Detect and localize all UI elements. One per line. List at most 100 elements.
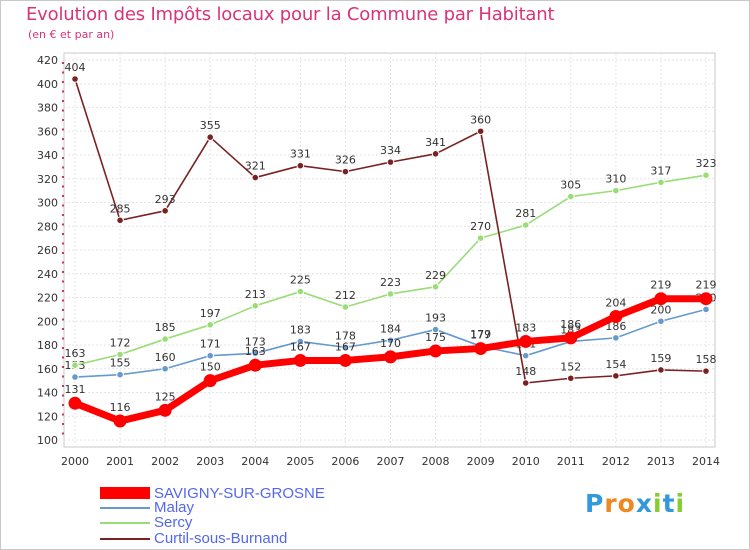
data-point [338, 353, 352, 367]
data-point [68, 396, 82, 410]
data-point [116, 350, 124, 359]
data-label: 341 [425, 136, 446, 149]
x-tick-label: 2013 [647, 455, 675, 468]
y-tick-label: 420 [37, 54, 58, 67]
data-point [206, 321, 215, 329]
y-axis-tick-dot [62, 252, 64, 254]
data-label: 163 [65, 347, 86, 360]
y-axis-tick-dot [62, 271, 64, 273]
x-tick-label: 2006 [331, 455, 359, 468]
data-label: 177 [470, 329, 491, 342]
y-axis-tick-dot [62, 204, 64, 207]
logo-letter: x [635, 489, 653, 518]
y-axis-tick-dot [62, 385, 64, 387]
data-label: 116 [110, 401, 131, 414]
data-label: 186 [605, 320, 626, 333]
data-label: 213 [245, 288, 266, 301]
data-label: 186 [560, 318, 581, 331]
chart-title: Evolution des Impôts locaux pour la Comm… [26, 4, 555, 25]
data-point [341, 343, 350, 352]
data-point [158, 403, 172, 417]
data-label: 212 [335, 289, 356, 302]
data-point [564, 331, 578, 345]
data-label: 155 [110, 357, 131, 370]
data-point [609, 310, 623, 323]
logo-letter: o [617, 489, 636, 518]
x-tick-label: 2009 [467, 455, 495, 468]
data-label: 158 [696, 353, 717, 366]
y-axis-tick-dot [62, 147, 64, 150]
y-axis-tick-dot [62, 261, 64, 264]
data-label: 223 [380, 276, 401, 289]
chart-subtitle: (en € et par an) [28, 28, 115, 41]
y-axis-tick-dot [62, 223, 64, 226]
data-label: 179 [470, 328, 491, 341]
series-savigny-sur-grosne: 131 116 125 150 163 167 167 170 175 177 183 186 204 2… [65, 279, 717, 428]
data-point [161, 207, 169, 215]
y-tick-label: 300 [37, 197, 58, 210]
data-label: 167 [335, 340, 356, 353]
data-point [251, 302, 260, 310]
y-tick-label: 100 [37, 434, 58, 447]
logo-letter: t [662, 489, 676, 518]
data-label: 160 [155, 351, 176, 364]
x-tick-label: 2012 [602, 455, 630, 468]
data-label: 183 [290, 323, 311, 336]
y-axis-tick-dot [62, 423, 64, 425]
data-point [431, 283, 440, 291]
y-tick-label: 360 [37, 125, 58, 138]
y-axis-tick-dot [62, 242, 64, 245]
y-axis-tick-dot [62, 128, 64, 131]
data-point [657, 366, 665, 374]
y-tick-label: 400 [37, 78, 58, 91]
x-tick-label: 2004 [241, 455, 269, 468]
data-label: 125 [155, 390, 176, 403]
data-label: 321 [245, 160, 266, 173]
data-point [431, 325, 440, 334]
data-point [296, 337, 305, 346]
x-tick-label: 2010 [512, 455, 540, 468]
data-point [474, 342, 488, 356]
data-point [521, 351, 530, 360]
data-point [431, 150, 440, 158]
data-point [293, 353, 307, 367]
x-tick-label: 2000 [61, 455, 89, 468]
data-point [521, 379, 530, 387]
logo-letter: i [653, 489, 663, 518]
y-axis-tick-dot [62, 138, 64, 140]
data-label: 281 [515, 207, 536, 220]
y-tick-label: 200 [37, 315, 58, 328]
data-label: 317 [650, 164, 671, 177]
data-label: 185 [155, 321, 176, 334]
data-point [566, 374, 575, 383]
data-label: 175 [425, 331, 446, 344]
y-axis-tick-dot [62, 71, 64, 74]
data-point [429, 344, 443, 358]
data-label: 172 [110, 337, 131, 350]
y-tick-label: 160 [37, 363, 58, 376]
y-tick-label: 140 [37, 387, 58, 400]
series-sercy: 163 172 185 197 213 225 212 223 229 270 281 305 310 3… [65, 157, 717, 369]
y-axis-tick-dot [62, 176, 64, 178]
data-label: 170 [380, 337, 401, 350]
y-tick-label: 240 [37, 268, 58, 281]
data-label: 193 [425, 312, 446, 325]
y-axis-tick-dot [62, 109, 64, 112]
data-label: 184 [380, 322, 401, 335]
data-point [519, 334, 533, 348]
data-label: 270 [470, 220, 491, 233]
data-label: 229 [425, 269, 446, 282]
y-axis-tick-dot [62, 157, 64, 159]
data-point [657, 317, 665, 326]
x-tick-label: 2007 [377, 455, 405, 468]
y-axis-tick-dot [62, 309, 64, 311]
data-point [251, 173, 260, 182]
data-label: 293 [155, 193, 176, 206]
data-point [71, 361, 79, 369]
y-axis-tick-dot [62, 318, 64, 321]
y-axis-tick-dot [62, 90, 64, 93]
legend-label: Curtil-sous-Burnand [154, 530, 288, 547]
y-axis-tick-dot [62, 119, 64, 121]
